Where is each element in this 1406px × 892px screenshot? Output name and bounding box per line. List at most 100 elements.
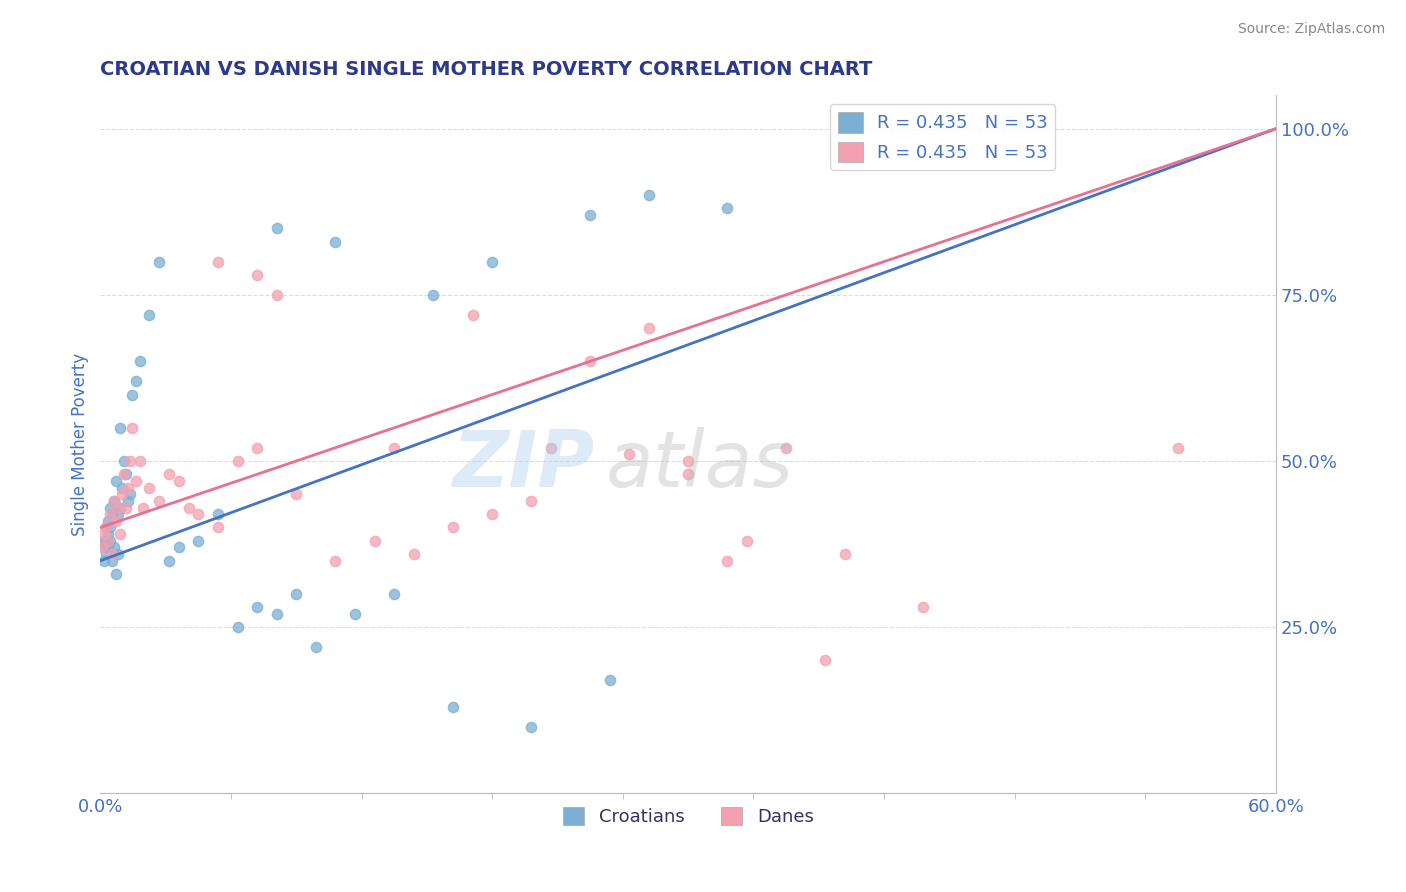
Point bbox=[138, 481, 160, 495]
Point bbox=[148, 254, 170, 268]
Point bbox=[108, 421, 131, 435]
Point bbox=[579, 208, 602, 222]
Point bbox=[101, 554, 124, 568]
Text: CROATIAN VS DANISH SINGLE MOTHER POVERTY CORRELATION CHART: CROATIAN VS DANISH SINGLE MOTHER POVERTY… bbox=[100, 60, 873, 78]
Point bbox=[226, 620, 249, 634]
Point bbox=[285, 487, 308, 501]
Point bbox=[246, 600, 269, 615]
Point bbox=[834, 547, 856, 561]
Point bbox=[638, 321, 661, 335]
Point bbox=[157, 467, 180, 482]
Point bbox=[132, 500, 155, 515]
Point bbox=[716, 202, 738, 216]
Point bbox=[111, 481, 134, 495]
Point bbox=[98, 533, 121, 548]
Point bbox=[441, 700, 464, 714]
Point bbox=[121, 387, 143, 401]
Legend: Croatians, Danes: Croatians, Danes bbox=[555, 799, 821, 833]
Point bbox=[382, 587, 405, 601]
Point bbox=[107, 507, 129, 521]
Text: atlas: atlas bbox=[606, 427, 794, 503]
Point bbox=[246, 441, 269, 455]
Point bbox=[105, 474, 128, 488]
Text: ZIP: ZIP bbox=[451, 427, 595, 503]
Point bbox=[96, 547, 118, 561]
Point bbox=[382, 441, 405, 455]
Point bbox=[108, 527, 131, 541]
Point bbox=[266, 607, 288, 621]
Point bbox=[599, 673, 621, 688]
Point bbox=[207, 520, 229, 534]
Point bbox=[481, 254, 503, 268]
Point bbox=[112, 467, 135, 482]
Point bbox=[441, 520, 464, 534]
Point bbox=[285, 587, 308, 601]
Point bbox=[246, 268, 269, 282]
Point bbox=[96, 520, 118, 534]
Point bbox=[344, 607, 367, 621]
Point bbox=[124, 374, 146, 388]
Point bbox=[187, 533, 209, 548]
Point bbox=[363, 533, 385, 548]
Point bbox=[124, 474, 146, 488]
Point bbox=[91, 541, 114, 555]
Point bbox=[114, 500, 136, 515]
Point bbox=[305, 640, 328, 654]
Point bbox=[112, 454, 135, 468]
Point bbox=[422, 288, 444, 302]
Point bbox=[157, 554, 180, 568]
Point bbox=[114, 467, 136, 482]
Point bbox=[103, 494, 125, 508]
Point bbox=[103, 494, 125, 508]
Point bbox=[118, 487, 141, 501]
Point bbox=[520, 494, 543, 508]
Point bbox=[93, 527, 115, 541]
Point bbox=[128, 354, 150, 368]
Point bbox=[97, 541, 120, 555]
Point bbox=[97, 533, 120, 548]
Point bbox=[98, 520, 121, 534]
Point bbox=[461, 308, 484, 322]
Point bbox=[97, 514, 120, 528]
Point bbox=[402, 547, 425, 561]
Point bbox=[117, 481, 139, 495]
Point bbox=[207, 507, 229, 521]
Point bbox=[266, 288, 288, 302]
Point bbox=[325, 554, 347, 568]
Point bbox=[91, 541, 114, 555]
Point bbox=[814, 653, 837, 667]
Point bbox=[128, 454, 150, 468]
Point bbox=[117, 494, 139, 508]
Point bbox=[167, 541, 190, 555]
Point bbox=[619, 447, 641, 461]
Point bbox=[676, 454, 699, 468]
Point bbox=[148, 494, 170, 508]
Point bbox=[105, 567, 128, 582]
Point bbox=[520, 720, 543, 734]
Point bbox=[177, 500, 200, 515]
Point bbox=[266, 221, 288, 235]
Point bbox=[111, 487, 134, 501]
Point bbox=[98, 507, 121, 521]
Point bbox=[93, 533, 115, 548]
Point bbox=[105, 514, 128, 528]
Point bbox=[735, 533, 758, 548]
Point bbox=[638, 188, 661, 202]
Text: Source: ZipAtlas.com: Source: ZipAtlas.com bbox=[1237, 22, 1385, 37]
Point bbox=[107, 500, 129, 515]
Point bbox=[716, 554, 738, 568]
Point bbox=[207, 254, 229, 268]
Point bbox=[167, 474, 190, 488]
Point bbox=[96, 520, 118, 534]
Point bbox=[1167, 441, 1189, 455]
Point bbox=[93, 554, 115, 568]
Y-axis label: Single Mother Poverty: Single Mother Poverty bbox=[72, 353, 89, 536]
Point bbox=[103, 541, 125, 555]
Point bbox=[138, 308, 160, 322]
Point bbox=[108, 500, 131, 515]
Point bbox=[775, 441, 797, 455]
Point bbox=[121, 421, 143, 435]
Point bbox=[226, 454, 249, 468]
Point bbox=[101, 507, 124, 521]
Point bbox=[540, 441, 562, 455]
